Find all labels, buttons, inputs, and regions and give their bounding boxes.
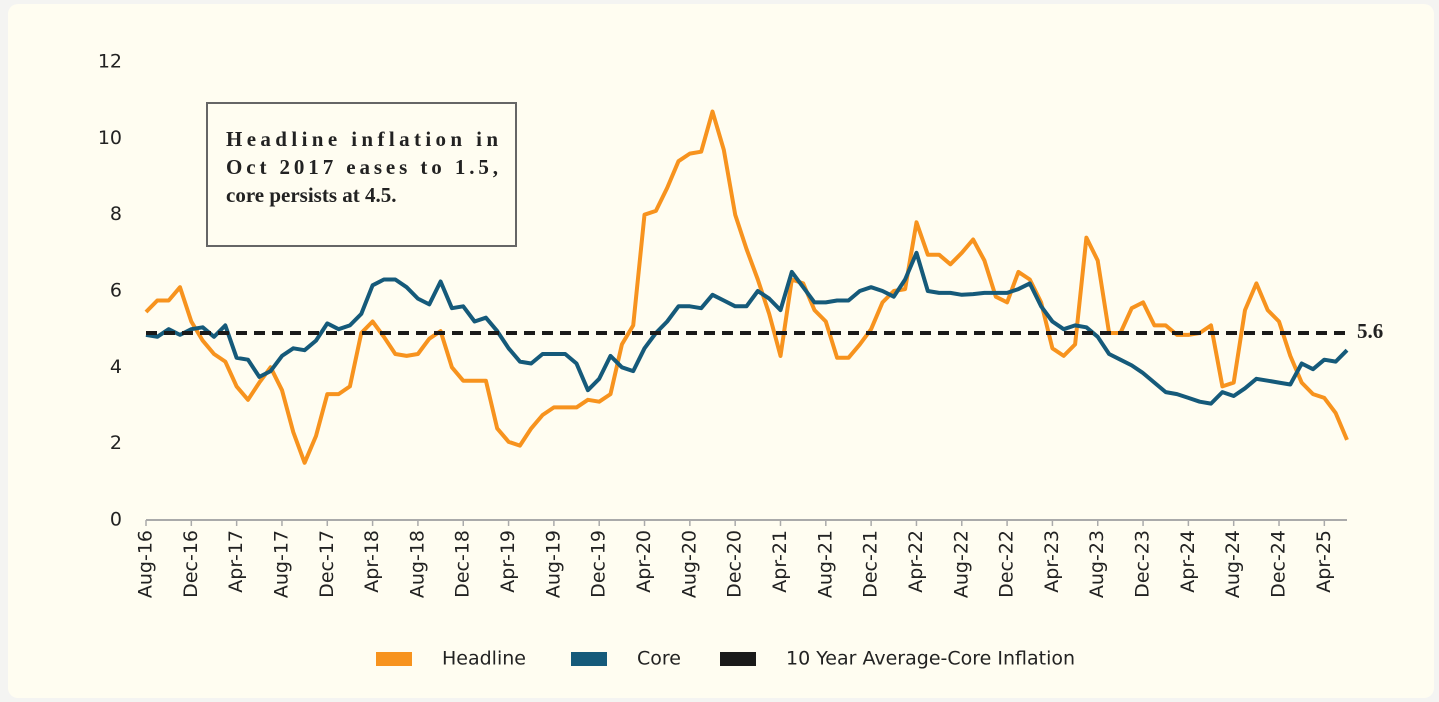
x-tick-label: Aug-19 — [542, 530, 564, 598]
legend-swatch — [571, 652, 607, 666]
y-tick-label: 6 — [110, 280, 122, 302]
legend-swatch — [376, 652, 412, 666]
annotation-text: core persists at 4.5. — [226, 183, 397, 207]
x-tick-label: Dec-18 — [452, 530, 474, 598]
x-tick-label: Dec-19 — [588, 530, 610, 598]
x-tick-label: Dec-16 — [180, 530, 202, 598]
series-line — [145, 250, 1349, 406]
x-tick-label: Apr-21 — [769, 530, 791, 593]
y-tick-label: 2 — [110, 432, 122, 454]
x-tick-label: Dec-21 — [860, 530, 882, 598]
average-label: 5.6 — [1357, 319, 1383, 343]
x-tick-label: Aug-23 — [1086, 530, 1108, 598]
legend-swatch — [720, 652, 756, 666]
x-tick-label: Aug-22 — [950, 530, 972, 598]
y-tick-label: 12 — [98, 51, 122, 73]
x-tick-label: Apr-19 — [497, 530, 519, 593]
annotation-box — [206, 102, 517, 247]
x-tick-label: Apr-22 — [905, 530, 927, 593]
card — [8, 4, 1434, 698]
x-tick-label: Dec-17 — [316, 530, 338, 598]
y-tick-label: 4 — [110, 356, 122, 378]
x-tick-label: Apr-25 — [1313, 530, 1335, 593]
x-tick-label: Dec-24 — [1268, 530, 1290, 598]
x-tick-label: Aug-18 — [406, 530, 428, 598]
y-tick-label: 10 — [98, 127, 122, 149]
annotation-text: Headline inflation in — [226, 127, 498, 151]
x-tick-label: Apr-18 — [361, 530, 383, 593]
legend-label: Core — [637, 648, 681, 670]
legend-label: Headline — [442, 648, 526, 670]
series-line — [144, 109, 1349, 465]
x-tick-label: Aug-24 — [1222, 530, 1244, 598]
x-tick-label: Dec-20 — [724, 530, 746, 598]
x-tick-label: Aug-16 — [135, 530, 157, 598]
x-tick-label: Aug-17 — [270, 530, 292, 598]
y-tick-label: 0 — [110, 509, 122, 531]
x-tick-label: Apr-24 — [1177, 530, 1199, 593]
x-tick-label: Apr-20 — [633, 530, 655, 593]
x-tick-label: Aug-20 — [678, 530, 700, 598]
x-tick-label: Dec-22 — [996, 530, 1018, 598]
x-tick-label: Apr-23 — [1041, 530, 1063, 593]
x-tick-label: Aug-21 — [814, 530, 836, 598]
legend-label: 10 Year Average-Core Inflation — [786, 648, 1075, 670]
x-tick-label: Dec-23 — [1132, 530, 1154, 598]
x-tick-label: Apr-17 — [225, 530, 247, 593]
y-tick-label: 8 — [110, 203, 122, 225]
